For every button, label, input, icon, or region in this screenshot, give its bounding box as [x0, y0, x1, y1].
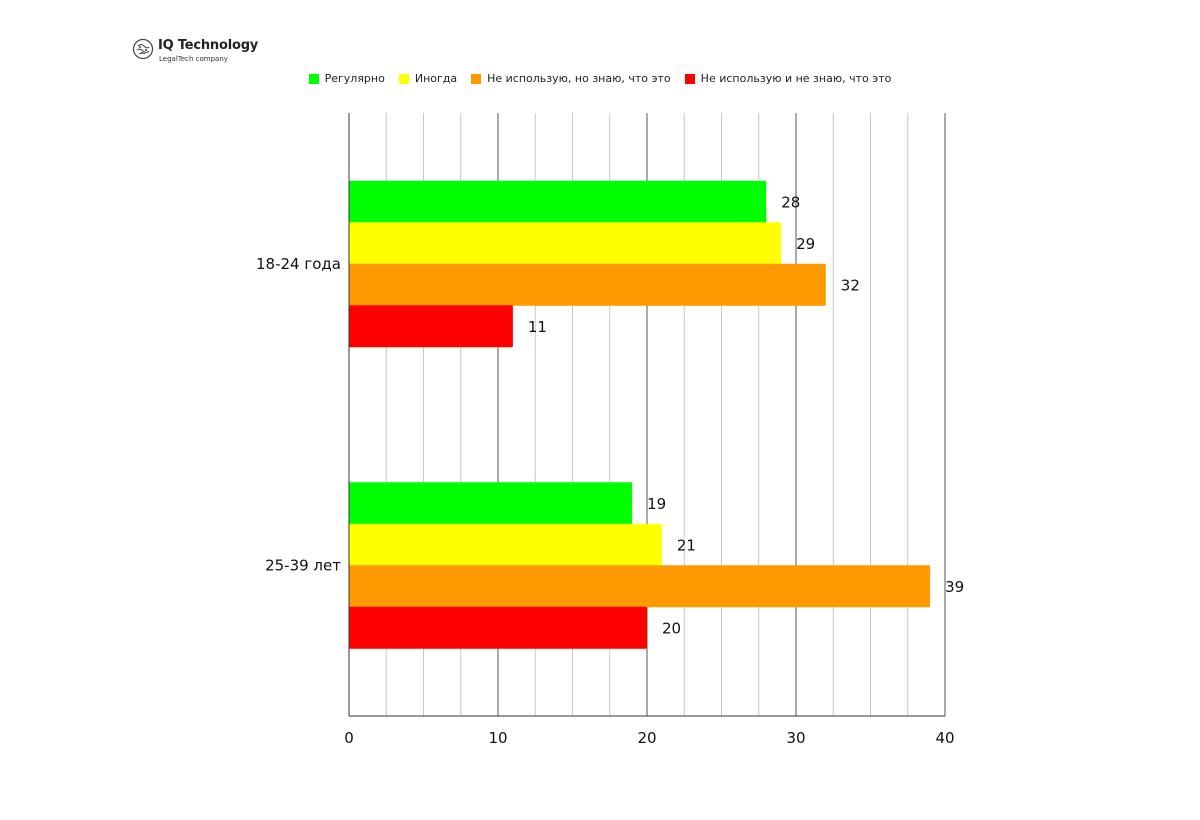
x-tick-label: 10	[488, 729, 507, 747]
category-label: 18-24 года	[256, 255, 341, 273]
x-tick-label: 40	[935, 729, 954, 747]
bar	[349, 305, 513, 348]
x-tick-label: 0	[344, 729, 354, 747]
data-label: 32	[841, 277, 860, 295]
legend-swatch	[471, 73, 482, 84]
legend-label: Иногда	[414, 72, 458, 85]
data-label: 29	[796, 235, 815, 253]
bar	[349, 180, 767, 223]
legend-label: Не использую, но знаю, что это	[487, 72, 671, 85]
x-tick-label: 20	[637, 729, 656, 747]
bar	[349, 263, 826, 306]
category-label: 25-39 лет	[265, 556, 341, 574]
legend-label: Не использую и не знаю, что это	[700, 72, 892, 85]
legend-item: Иногда	[398, 72, 458, 85]
data-label: 21	[677, 537, 696, 555]
bars	[349, 180, 931, 649]
bar	[349, 565, 931, 608]
data-labels: 28 29 32 11 19 21 39 20	[528, 194, 964, 638]
x-tick-label: 30	[786, 729, 805, 747]
legend-swatch	[398, 73, 409, 84]
chart-legend: Регулярно Иногда Не использую, но знаю, чт…	[0, 72, 1200, 85]
logo: IQ Technology LegalTech company	[132, 36, 272, 68]
bar	[349, 523, 662, 566]
logo-tagline: LegalTech company	[159, 55, 228, 63]
legend-swatch	[308, 73, 319, 84]
legend-label: Регулярно	[324, 72, 385, 85]
data-label: 39	[945, 578, 964, 596]
axes: 0 10 20 30 40 18-24 года 25-39 лет	[256, 113, 955, 747]
data-label: 19	[647, 495, 666, 513]
logo-name: IQ Technology	[158, 38, 259, 53]
legend-item: Не использую, но знаю, что это	[471, 72, 671, 85]
brain-logo-icon	[132, 38, 154, 60]
legend-item: Регулярно	[308, 72, 385, 85]
legend-swatch	[684, 73, 695, 84]
bar	[349, 222, 782, 265]
data-label: 28	[781, 194, 800, 212]
bar	[349, 606, 647, 649]
bar	[349, 482, 633, 525]
data-label: 20	[662, 620, 681, 638]
legend-item: Не использую и не знаю, что это	[684, 72, 892, 85]
data-label: 11	[528, 318, 547, 336]
